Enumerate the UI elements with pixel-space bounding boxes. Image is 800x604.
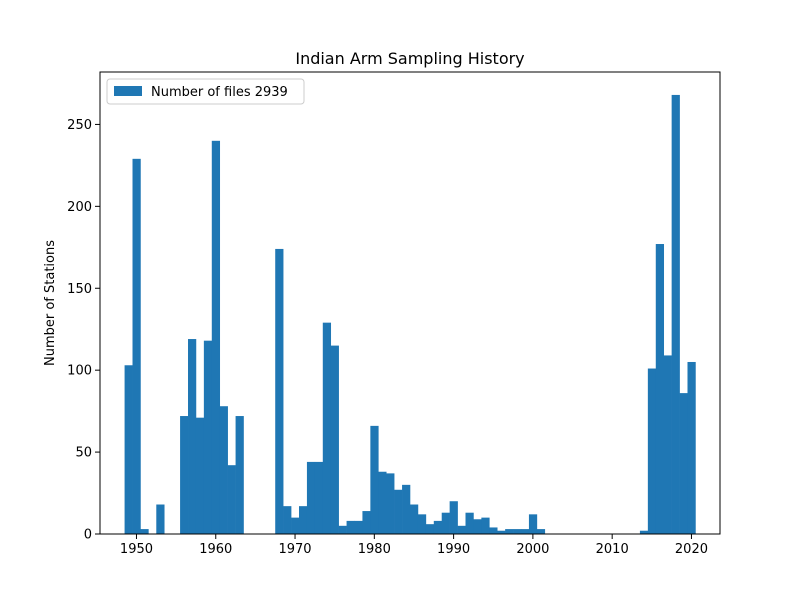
histogram-bar: [655, 244, 665, 534]
x-tick-label: 2000: [516, 542, 549, 557]
histogram-bar: [188, 339, 197, 534]
histogram-bar: [513, 529, 522, 534]
histogram-bar: [124, 365, 133, 534]
histogram-bar: [362, 511, 371, 534]
histogram-bar: [394, 489, 403, 534]
histogram-bar: [671, 94, 680, 534]
histogram-bar: [140, 529, 149, 534]
histogram-bar: [402, 484, 411, 534]
histogram-bar: [346, 520, 355, 534]
histogram-bar: [639, 530, 649, 534]
legend-box: [106, 78, 305, 105]
histogram-bar: [410, 504, 419, 534]
histogram-bar: [647, 368, 657, 534]
histogram-bar: [370, 425, 379, 534]
histogram-bar: [322, 322, 332, 534]
histogram-bar: [275, 248, 284, 534]
histogram-bar: [505, 529, 514, 534]
y-tick-label: 100: [67, 364, 92, 379]
histogram-bar: [299, 506, 308, 534]
x-tick-label: 1950: [120, 542, 153, 557]
histogram-bar: [156, 504, 165, 534]
histogram-bar: [441, 512, 450, 534]
legend-swatch: [114, 86, 142, 96]
histogram-bar: [235, 416, 244, 534]
x-tick-label: 1990: [437, 542, 470, 557]
legend: Number of files 2939: [106, 78, 305, 105]
axes-frame: [99, 71, 721, 535]
histogram-bar: [386, 473, 395, 534]
histogram-bar: [465, 512, 474, 534]
histogram-bar: [306, 461, 316, 534]
histogram-bar: [449, 501, 458, 534]
x-tick-label: 2010: [596, 542, 629, 557]
y-axis-label: Number of Stations: [43, 240, 58, 366]
histogram-bar: [291, 517, 300, 534]
histogram-bar: [417, 514, 427, 534]
y-tick-label: 50: [75, 446, 92, 461]
histogram-bar: [219, 406, 228, 534]
y-tick-label: 200: [67, 200, 92, 215]
histogram-bar: [425, 524, 435, 534]
histogram-bar: [211, 140, 221, 534]
histogram-bar: [203, 340, 213, 534]
histogram-bar: [536, 529, 546, 534]
histogram-bar: [433, 520, 443, 534]
histogram-bar: [132, 158, 141, 534]
x-tick-label: 1960: [199, 542, 232, 557]
histogram-bar: [378, 471, 387, 534]
histogram-bar: [521, 529, 530, 534]
x-axis-ticks: 1950 1960 1970 1980 1990 2000 2010 2020: [120, 534, 708, 557]
histogram-bar: [180, 416, 189, 534]
histogram-bar: [354, 520, 363, 534]
chart-title: Indian Arm Sampling History: [295, 49, 524, 68]
legend-label: Number of files 2939: [151, 85, 288, 100]
histogram-bar: [330, 345, 339, 534]
histogram-bar: [457, 525, 466, 534]
x-tick-label: 2020: [675, 542, 708, 557]
x-tick-label: 1980: [358, 542, 391, 557]
histogram-bar: [497, 530, 506, 534]
histogram-bar: [663, 355, 672, 534]
histogram-bar: [227, 465, 236, 534]
histogram-bar: [528, 514, 538, 534]
histogram-bar: [283, 506, 292, 534]
histogram-bar: [687, 361, 696, 534]
histogram-bar: [195, 417, 205, 534]
y-tick-label: 150: [67, 282, 92, 297]
histogram-bar: [314, 461, 324, 534]
histogram-bar: [338, 525, 347, 534]
y-tick-label: 0: [84, 528, 92, 543]
x-tick-label: 1970: [278, 542, 311, 557]
histogram-bar: [679, 393, 688, 534]
bars-group: [124, 94, 696, 534]
y-tick-label: 250: [67, 118, 92, 133]
histogram-bar: [481, 517, 490, 534]
y-axis-ticks: 0 50 100 150 200 250: [67, 118, 100, 543]
histogram-bar: [489, 527, 498, 534]
histogram-bar: [473, 519, 482, 534]
